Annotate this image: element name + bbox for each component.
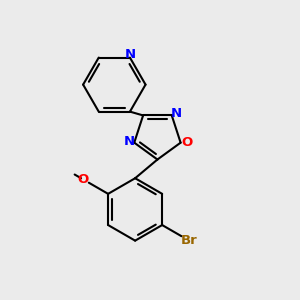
- Text: O: O: [77, 173, 89, 186]
- Text: Br: Br: [181, 234, 198, 247]
- Text: N: N: [124, 48, 136, 61]
- Text: N: N: [171, 107, 182, 120]
- Text: O: O: [182, 136, 193, 149]
- Text: N: N: [124, 135, 135, 148]
